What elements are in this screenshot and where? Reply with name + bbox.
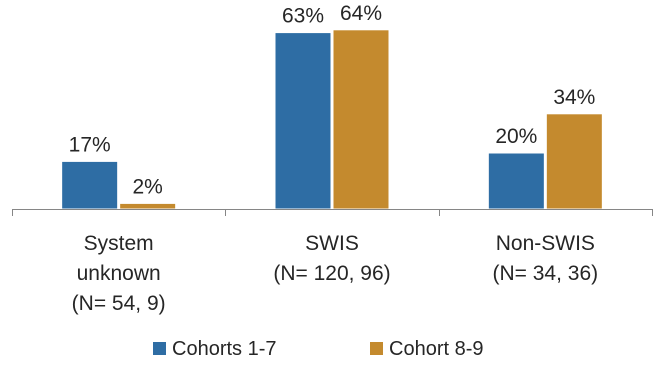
category-label: unknown bbox=[77, 262, 161, 285]
bar-cohorts-1-7-1 bbox=[274, 32, 332, 210]
data-label: 20% bbox=[495, 125, 537, 148]
bar-cohort-8-9-0 bbox=[119, 202, 177, 210]
category-label: Non-SWIS bbox=[496, 232, 595, 255]
legend-label: Cohorts 1-7 bbox=[172, 338, 277, 360]
bar-cohorts-1-7-0 bbox=[61, 160, 119, 210]
bar-cohort-8-9-1 bbox=[332, 29, 390, 210]
bar-cohort-8-9-2 bbox=[545, 113, 603, 210]
category-label: (N= 120, 96) bbox=[273, 262, 390, 285]
bars-group bbox=[61, 29, 603, 210]
data-label: 2% bbox=[132, 175, 162, 198]
legend: Cohorts 1-7 Cohort 8-9 bbox=[153, 338, 484, 360]
category-label: (N= 34, 36) bbox=[493, 262, 599, 285]
legend-label: Cohort 8-9 bbox=[389, 338, 484, 360]
data-label: 63% bbox=[282, 5, 324, 28]
legend-swatch bbox=[370, 342, 383, 355]
data-label: 64% bbox=[340, 2, 382, 25]
legend-swatch bbox=[153, 342, 166, 355]
value-labels-group: 17% 2% 63% 64% 20% 34% bbox=[69, 2, 596, 199]
category-labels-group: System unknown (N= 54, 9) SWIS (N= 120, 96) N… bbox=[72, 232, 598, 315]
data-label: 34% bbox=[553, 86, 595, 109]
category-label: SWIS bbox=[305, 232, 359, 255]
bar-cohorts-1-7-2 bbox=[487, 152, 545, 210]
data-label: 17% bbox=[69, 133, 111, 156]
category-label: (N= 54, 9) bbox=[72, 292, 166, 315]
category-label: System bbox=[84, 232, 154, 255]
axis-ticks-group bbox=[12, 209, 653, 216]
